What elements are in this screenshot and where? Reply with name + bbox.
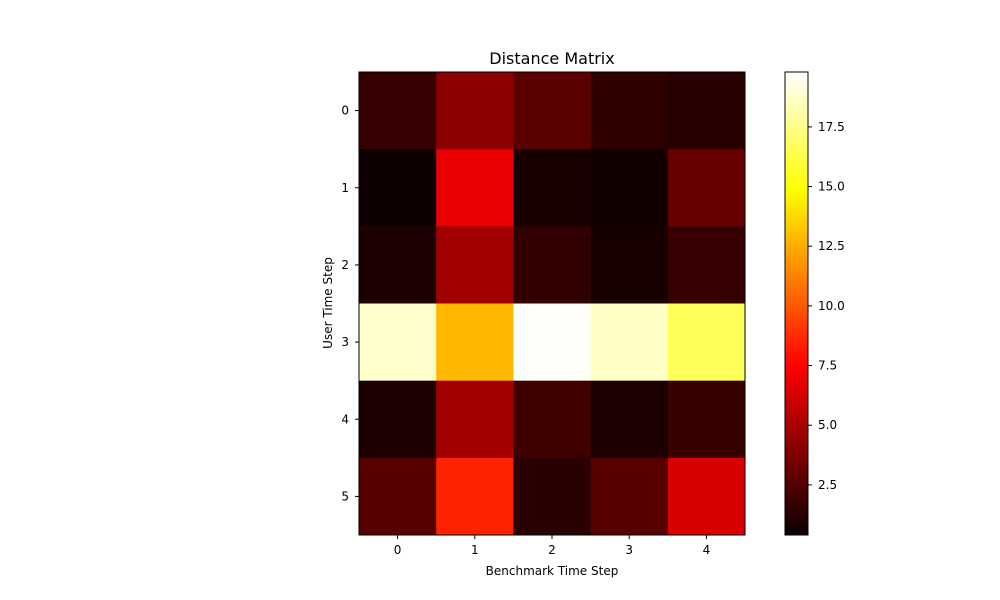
x-axis-ticks: 0 1 2 3 4 (394, 535, 710, 557)
x-tick-label: 1 (471, 543, 479, 557)
heatmap-cell (436, 303, 514, 382)
heatmap-cell (513, 457, 592, 536)
heatmap-cell (667, 72, 746, 150)
y-tick-label: 0 (341, 104, 349, 118)
heatmap-cell (590, 457, 669, 536)
heatmap-cell (590, 149, 669, 227)
colorbar (784, 71, 809, 536)
heatmap-cell (359, 457, 437, 536)
colorbar-ticks: 2.5 5.0 7.5 10.0 12.5 15.0 17.5 (808, 120, 845, 492)
colorbar-tick-label: 7.5 (818, 359, 837, 373)
colorbar-tick-label: 2.5 (818, 478, 837, 492)
heatmap-cell (667, 380, 746, 459)
x-tick-label: 2 (548, 543, 556, 557)
heatmap-cell (436, 380, 514, 459)
heatmap-cell (590, 72, 669, 150)
x-tick-label: 4 (703, 543, 711, 557)
heatmap-cells (359, 72, 746, 536)
y-tick-label: 2 (341, 258, 349, 272)
heatmap-cell (513, 149, 592, 227)
heatmap-cell (359, 303, 437, 382)
heatmap-cell (667, 457, 746, 536)
heatmap-cell (359, 380, 437, 459)
colorbar-tick-label: 10.0 (818, 299, 845, 313)
x-tick-label: 0 (394, 543, 402, 557)
chart-title: Distance Matrix (489, 49, 614, 68)
colorbar-tick-label: 5.0 (818, 418, 837, 432)
colorbar-tick-label: 17.5 (818, 120, 845, 134)
y-axis-label: User Time Step (321, 257, 335, 349)
heatmap-cell (436, 226, 514, 304)
heatmap-cell (667, 303, 746, 382)
y-tick-label: 1 (341, 181, 349, 195)
heatmap-cell (590, 380, 669, 459)
colorbar-tick-label: 12.5 (818, 239, 845, 253)
y-tick-label: 5 (341, 489, 349, 503)
heatmap-cell (590, 303, 669, 382)
x-tick-label: 3 (625, 543, 633, 557)
heatmap-cell (359, 226, 437, 304)
heatmap-cell (436, 72, 514, 150)
heatmap-cell (667, 226, 746, 304)
heatmap-cell (436, 149, 514, 227)
y-axis-ticks: 0 1 2 3 4 5 (341, 104, 359, 503)
heatmap-cell (436, 457, 514, 536)
heatmap-cell (513, 226, 592, 304)
colorbar-tick-label: 15.0 (818, 180, 845, 194)
heatmap-cell (667, 149, 746, 227)
heatmap-cell (590, 226, 669, 304)
x-axis-label: Benchmark Time Step (486, 564, 619, 578)
heatmap-cell (359, 149, 437, 227)
heatmap-cell (513, 303, 592, 382)
y-tick-label: 3 (341, 335, 349, 349)
heatmap-cell (513, 72, 592, 150)
heatmap-cell (359, 72, 437, 150)
heatmap-cell (513, 380, 592, 459)
y-tick-label: 4 (341, 412, 349, 426)
